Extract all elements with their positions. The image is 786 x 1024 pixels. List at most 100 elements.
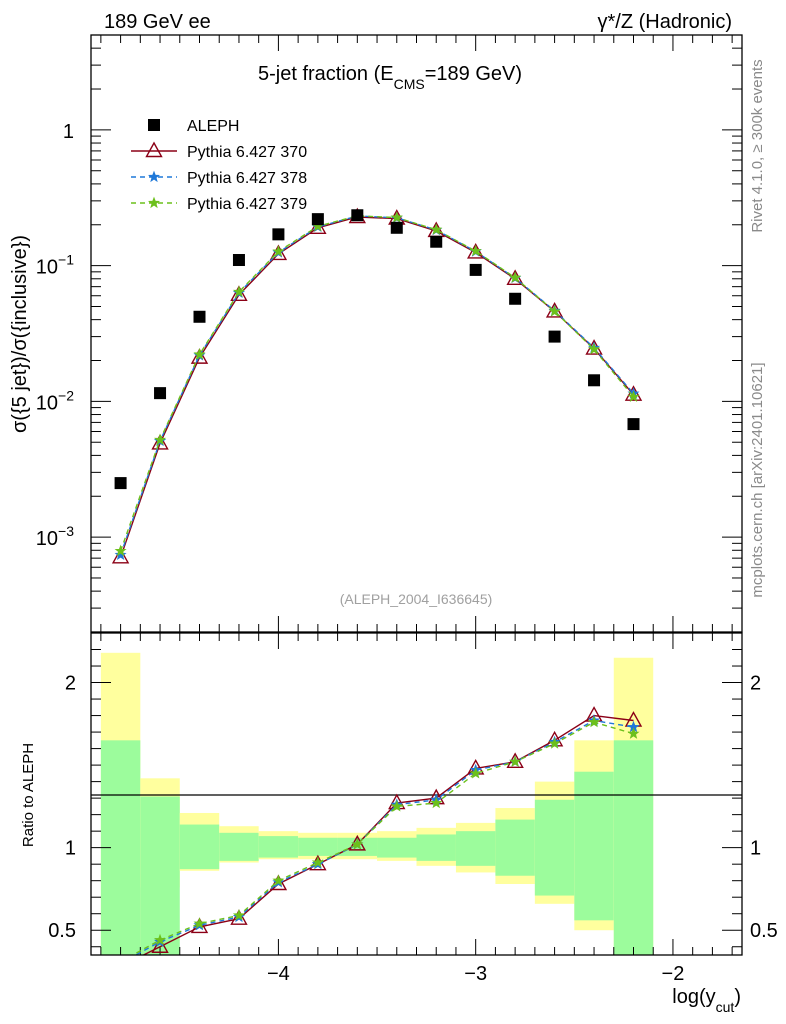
- series-line: [119, 215, 635, 556]
- top-y-tick-label: 1: [63, 121, 74, 143]
- band-green-bin: [219, 832, 259, 861]
- band-green-bin: [455, 831, 496, 866]
- data-point: [469, 244, 482, 257]
- top-y-tick-label: 10−2: [36, 387, 74, 414]
- ratio-y-tick-label-right: 2: [750, 673, 761, 695]
- x-axis-label: log(ycut): [672, 986, 741, 1015]
- data-point: [114, 548, 127, 560]
- data-point: [351, 209, 364, 222]
- x-tick-label: −3: [464, 963, 487, 985]
- rivet-label: Rivet 4.1.0, ≥ 300k events: [749, 59, 766, 232]
- legend-label: ALEPH: [187, 118, 239, 135]
- ratio-uncertainty-bands: [100, 652, 654, 955]
- data-point: [509, 292, 522, 305]
- header-left: 189 GeV ee: [104, 11, 211, 33]
- data-point: [153, 433, 167, 446]
- ratio-point: [193, 917, 206, 929]
- band-green-bin: [416, 834, 456, 861]
- band-green-bin: [140, 796, 180, 955]
- chart-title: 5-jet fraction (ECMS=189 GeV): [258, 63, 522, 92]
- ratio-line: [131, 721, 634, 955]
- band-green-bin: [574, 771, 614, 921]
- data-point: [311, 213, 324, 226]
- top-y-tick-label: 10−3: [36, 523, 74, 550]
- data-point: [430, 223, 443, 235]
- data-point: [627, 418, 640, 431]
- data-point: [230, 285, 248, 301]
- legend-marker: [145, 141, 163, 158]
- band-green-bin: [613, 740, 654, 955]
- series-line: [119, 216, 635, 558]
- ratio-point: [272, 874, 285, 886]
- legend-label: Pythia 6.427 378: [187, 170, 307, 187]
- ratio-point: [430, 796, 443, 809]
- tick-base: 1: [63, 121, 74, 143]
- analysis-watermark: (ALEPH_2004_I636645): [340, 591, 493, 607]
- band-green-bin: [534, 799, 575, 896]
- legend-label: Pythia 6.427 370: [187, 144, 307, 161]
- ratio-point: [587, 715, 601, 728]
- data-point: [509, 271, 522, 283]
- top-y-axis-label: σ({5 jet})/σ({inclusive}): [9, 235, 31, 433]
- tick-exp: −3: [58, 523, 74, 539]
- data-point: [272, 245, 285, 257]
- header-right: γ*/Z (Hadronic): [598, 11, 732, 33]
- x-tick-label: −2: [662, 963, 685, 985]
- band-green-bin: [495, 819, 535, 876]
- data-point: [272, 228, 285, 241]
- ratio-y-tick-label-left: 2: [65, 673, 76, 695]
- data-point: [390, 211, 403, 223]
- data-point: [627, 390, 640, 403]
- band-green-bin: [377, 837, 417, 858]
- tick-base: 10: [36, 257, 58, 279]
- ratio-point: [113, 959, 128, 973]
- ratio-point: [469, 767, 482, 779]
- data-point: [390, 221, 403, 234]
- tick-base: 10: [36, 392, 58, 414]
- x-tick-label: −4: [267, 963, 290, 985]
- ratio-point: [548, 737, 561, 749]
- chart-title-suffix: =189 GeV): [425, 63, 522, 85]
- ratio-line: [134, 719, 634, 955]
- ratio-point: [509, 755, 522, 767]
- ratio-series: [113, 706, 643, 973]
- data-point: [232, 254, 245, 267]
- legend-marker: [147, 196, 161, 209]
- data-point: [154, 387, 167, 400]
- data-point: [548, 305, 561, 317]
- legend-label: Pythia 6.427 379: [187, 196, 307, 213]
- ratio-y-tick-label-right: 1: [750, 838, 761, 860]
- data-point: [269, 244, 288, 261]
- ratio-point: [627, 727, 640, 739]
- legend-marker: [147, 170, 161, 183]
- data-point: [430, 235, 443, 248]
- data-point: [190, 348, 209, 364]
- bottom-axis-ticks: [91, 633, 742, 955]
- data-point: [151, 433, 169, 450]
- data-point: [588, 374, 601, 387]
- top-series: [111, 207, 643, 564]
- data-point: [111, 547, 130, 564]
- data-point: [587, 342, 601, 355]
- series-line: [119, 215, 635, 552]
- data-point: [193, 348, 206, 360]
- data-point: [193, 310, 206, 323]
- tick-exp: −1: [58, 252, 74, 268]
- ratio-y-tick-label-left: 0.5: [48, 920, 76, 942]
- mcplots-label: mcplots.cern.ch [arXiv:2401.10621]: [749, 362, 766, 597]
- ratio-point: [311, 856, 324, 868]
- ratio-point: [351, 838, 364, 850]
- ratio-y-tick-label-right: 0.5: [750, 920, 778, 942]
- chart-title-sub: CMS: [394, 76, 425, 92]
- data-point: [114, 477, 127, 490]
- data-point: [469, 263, 482, 276]
- ratio-point: [230, 909, 248, 925]
- bottom-y-axis-label: Ratio to ALEPH: [20, 743, 37, 847]
- band-green-bin: [258, 836, 299, 858]
- tick-labels: 10−310−210−110.5 0.51 12 2−4 −3 −2: [36, 121, 778, 985]
- ratio-point: [232, 909, 246, 921]
- chart-title-prefix: 5-jet fraction (E: [258, 63, 394, 85]
- top-y-tick-label: 10−1: [36, 252, 74, 279]
- top-frame: [90, 34, 743, 633]
